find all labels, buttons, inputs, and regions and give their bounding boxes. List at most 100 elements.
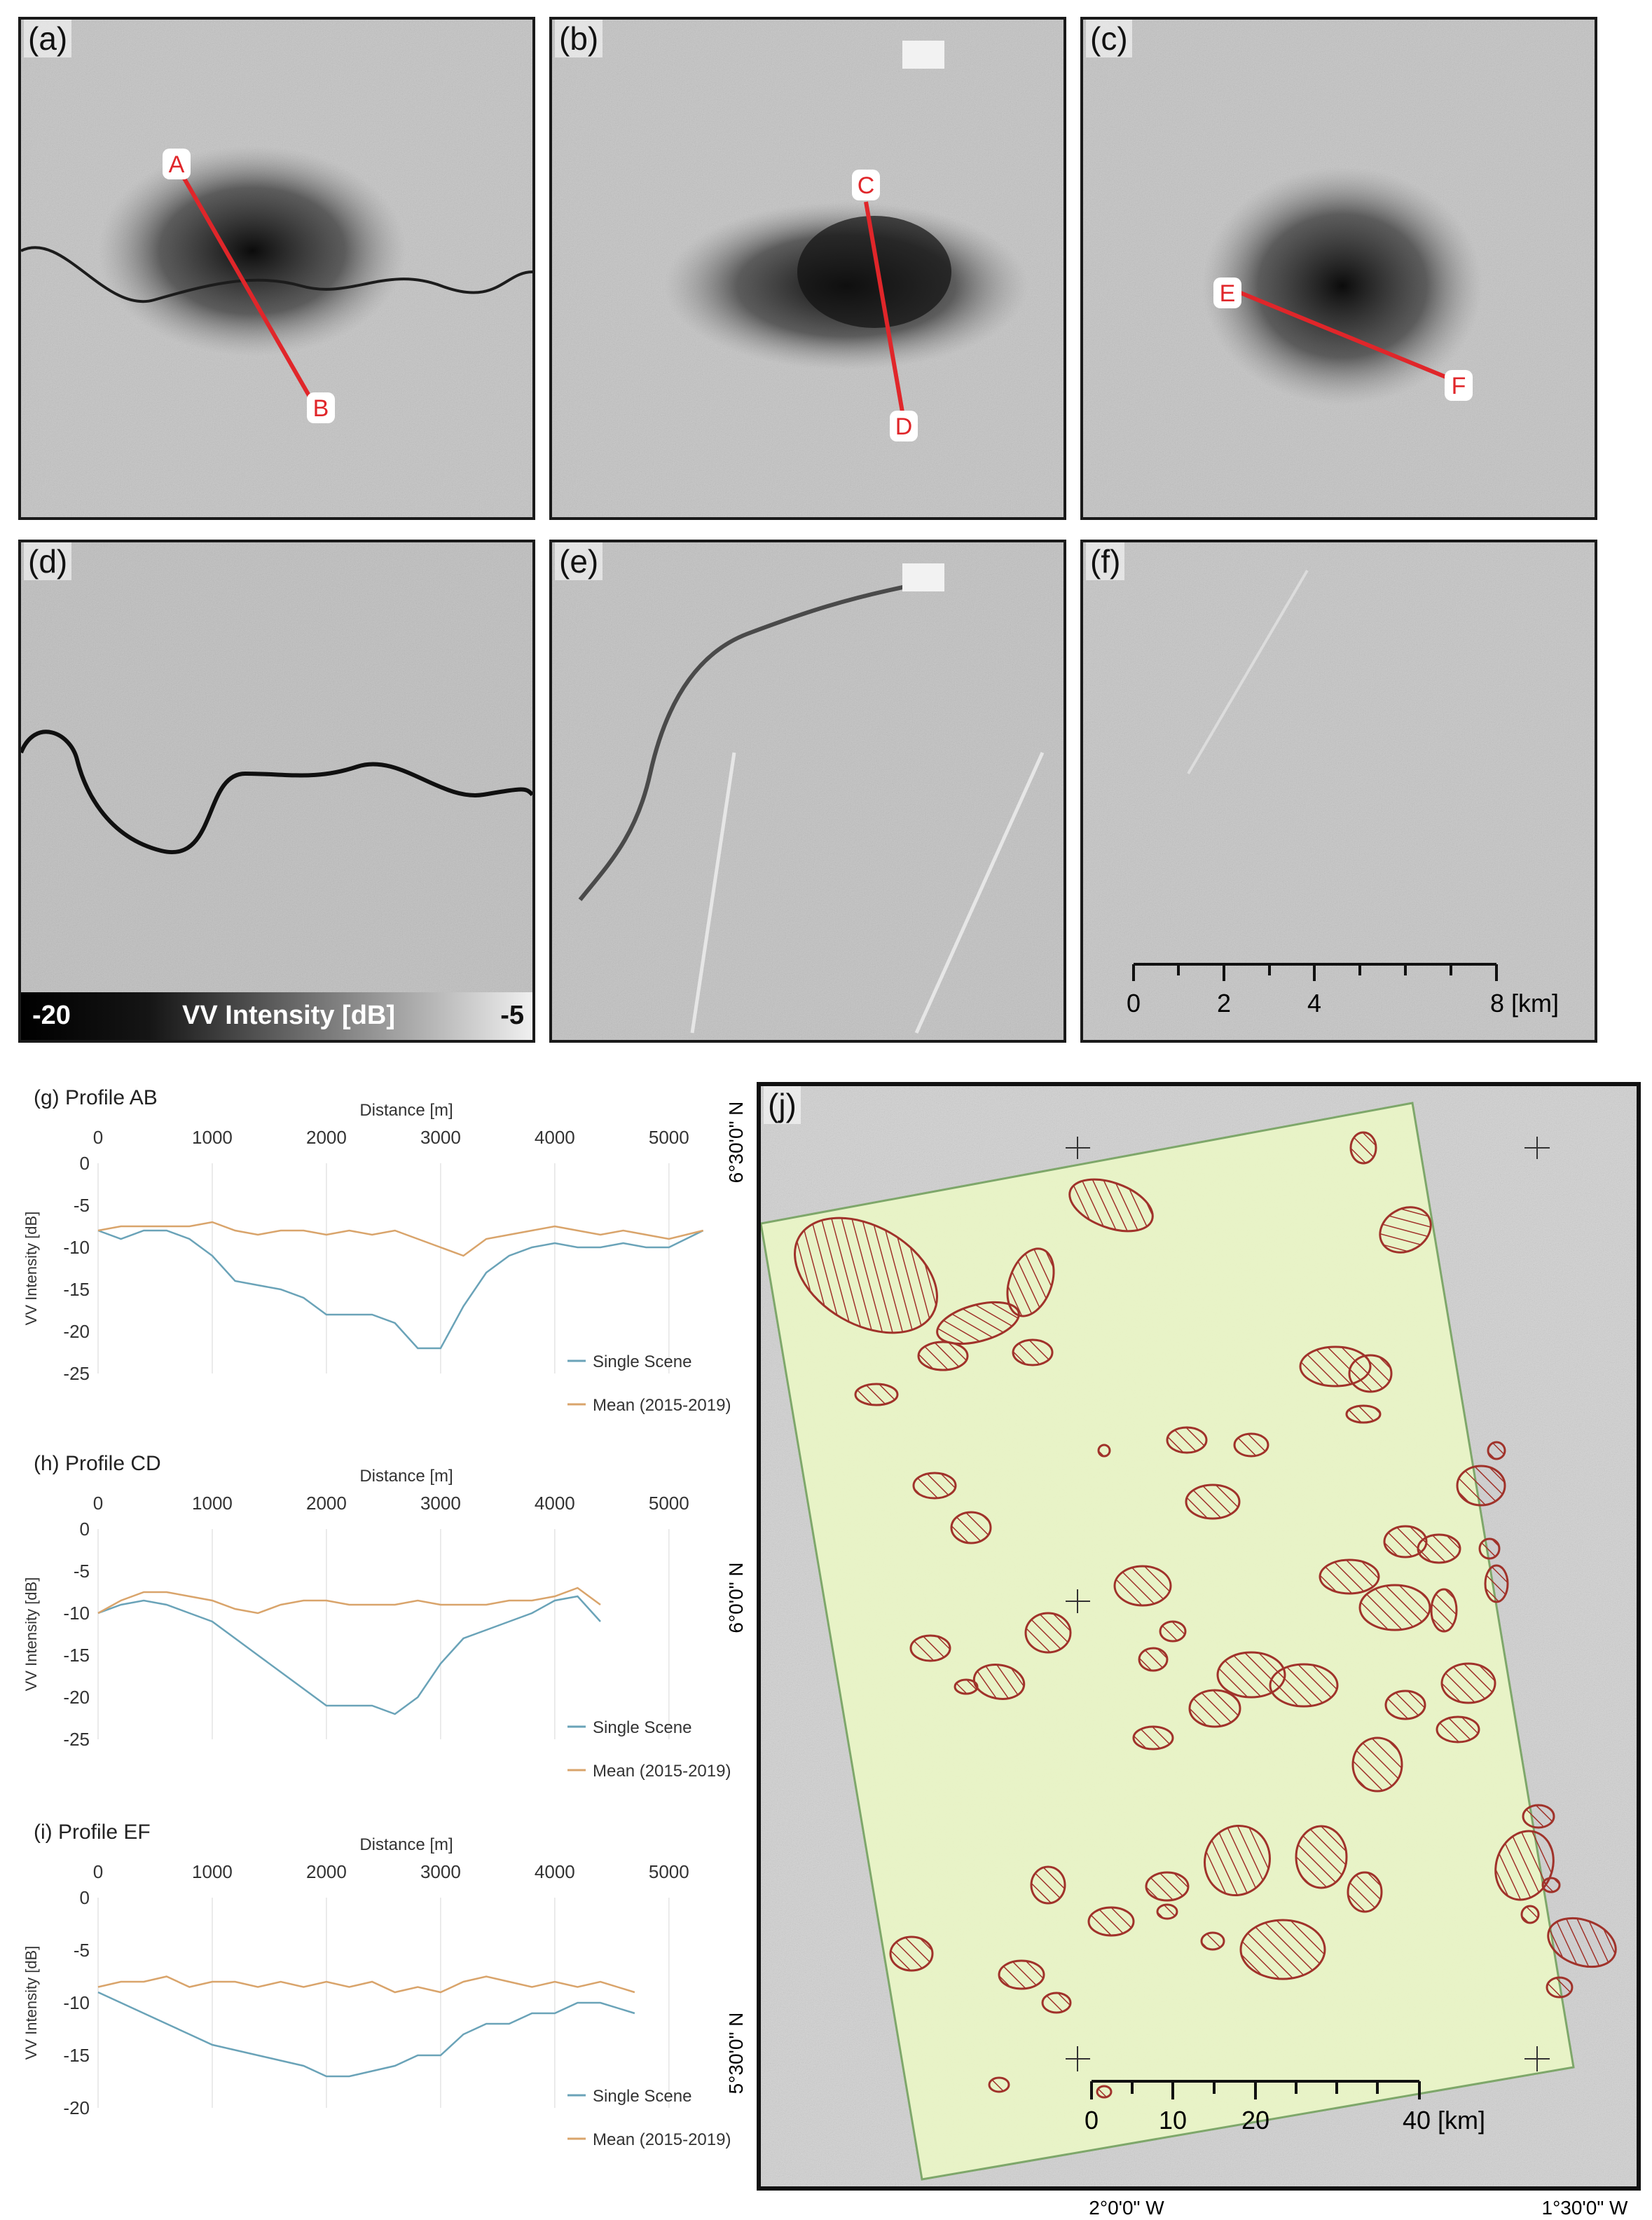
x-tick-label: 3000	[420, 1127, 461, 1148]
x-tick-label: 0	[93, 1127, 103, 1148]
y-tick-label: -15	[63, 1645, 90, 1666]
sar-image-f: 0 2 4 8 [km]	[1083, 542, 1595, 1040]
point-label-f: F	[1452, 373, 1466, 399]
chart-svg: Distance [m] 0 1000 2000 3000 4000 5000 0 -5 -10 -…	[22, 1835, 731, 2149]
panel-j: 0 10 20 40 [km] (j)	[757, 1082, 1641, 2191]
y-tick-label: -20	[63, 2097, 90, 2118]
point-label-c: C	[858, 172, 875, 199]
legend-label: Mean (2015-2019)	[593, 1762, 731, 1781]
legend-label: Mean (2015-2019)	[593, 1396, 731, 1415]
series-line	[97, 1975, 635, 1994]
x-tick-label: 1000	[192, 1127, 233, 1148]
panel-c: E F (c)	[1080, 17, 1597, 520]
chart-title: (i) Profile EF	[34, 1821, 151, 1844]
colorbar: -20 VV Intensity [dB] -5	[21, 992, 532, 1040]
y-tick-label: -5	[74, 1561, 90, 1582]
y-axis-label: VV Intensity [dB]	[22, 1577, 40, 1692]
scale-tick-8: 8 [km]	[1490, 989, 1559, 1018]
profile-chart-i: (i) Profile EF Distance [m] 0 1000 2000 3000…	[21, 1821, 736, 2150]
x-tick-label: 4000	[535, 1127, 575, 1148]
y-tick-label: -10	[63, 1237, 90, 1258]
colorbar-min: -20	[32, 1001, 71, 1030]
legend-label: Mean (2015-2019)	[593, 2130, 731, 2149]
y-tick-label: -25	[63, 1729, 90, 1750]
x-tick-label: 0	[93, 1493, 103, 1514]
y-tick-label: 0	[80, 1153, 90, 1174]
sar-image-e	[552, 542, 1064, 1040]
y-tick-label: -10	[63, 1992, 90, 2013]
legend-label: Single Scene	[593, 1718, 691, 1737]
y-tick-label: -20	[63, 1321, 90, 1342]
graticule-crosses	[1066, 1137, 1550, 2071]
lon-label: 2°0'0" W	[1089, 2197, 1164, 2219]
panel-label-e: (e)	[555, 542, 603, 580]
x-tick-label: 3000	[420, 1861, 461, 1882]
x-tick-label: 1000	[192, 1861, 233, 1882]
x-tick-label: 1000	[192, 1493, 233, 1514]
chart-title: (g) Profile AB	[34, 1086, 158, 1109]
x-axis-label: Distance [m]	[359, 1467, 453, 1486]
panel-label-c: (c)	[1086, 20, 1132, 57]
map-scale-tick: 10	[1159, 2106, 1187, 2135]
series-line	[97, 1587, 601, 1615]
map-scale-tick: 40 [km]	[1403, 2106, 1485, 2135]
profile-chart-g: (g) Profile AB Distance [m] 0 1000 2000 3000…	[21, 1086, 736, 1416]
panel-f: 0 2 4 8 [km] (f)	[1080, 540, 1597, 1043]
x-axis-label: Distance [m]	[359, 1835, 453, 1854]
x-tick-label: 4000	[535, 1493, 575, 1514]
colorbar-max: -5	[500, 1001, 524, 1030]
x-tick-label: 5000	[649, 1861, 689, 1882]
profile-chart-h: (h) Profile CD Distance [m] 0 1000 2000 3000…	[21, 1452, 736, 1781]
series-line	[97, 1991, 635, 2078]
point-label-e: E	[1220, 280, 1236, 307]
panel-e: (e)	[549, 540, 1066, 1043]
x-tick-label: 2000	[306, 1861, 347, 1882]
x-axis-label: Distance [m]	[359, 1101, 453, 1120]
x-tick-label: 0	[93, 1861, 103, 1882]
legend-label: Single Scene	[593, 2087, 691, 2106]
panel-label-a: (a)	[24, 20, 72, 57]
map-scale-tick: 0	[1085, 2106, 1099, 2135]
y-tick-label: -5	[74, 1195, 90, 1216]
sar-image-a: A B	[21, 20, 532, 517]
y-tick-label: -15	[63, 2045, 90, 2066]
y-tick-label: -25	[63, 1363, 90, 1384]
y-tick-label: -5	[74, 1940, 90, 1961]
y-axis-label: VV Intensity [dB]	[22, 1212, 40, 1326]
y-tick-label: 0	[80, 1887, 90, 1908]
x-tick-label: 2000	[306, 1493, 347, 1514]
scale-bar	[1132, 963, 1498, 981]
chart-title: (h) Profile CD	[34, 1452, 161, 1475]
panel-label-j: (j)	[764, 1086, 801, 1124]
map-scale-tick: 20	[1241, 2106, 1269, 2135]
lon-label: 1°30'0" W	[1542, 2197, 1629, 2219]
panel-label-d: (d)	[24, 542, 72, 580]
series-line	[97, 1229, 704, 1350]
y-tick-label: -15	[63, 1279, 90, 1300]
scale-tick-2: 2	[1217, 989, 1231, 1018]
sar-image-c: E F	[1083, 20, 1595, 517]
y-axis-label: VV Intensity [dB]	[22, 1946, 40, 2060]
panel-label-f: (f)	[1086, 542, 1125, 580]
chart-svg: Distance [m] 0 1000 2000 3000 4000 5000 0 -5 -10 -…	[22, 1467, 731, 1781]
chart-svg: Distance [m] 0 1000 2000 3000 4000 5000 0 -5 -10 -…	[22, 1101, 731, 1415]
x-tick-label: 4000	[535, 1861, 575, 1882]
map-scale-bar	[1090, 2080, 1421, 2099]
point-label-b: B	[313, 395, 329, 422]
y-tick-label: -20	[63, 1687, 90, 1708]
panel-label-b: (b)	[555, 20, 603, 57]
x-tick-label: 5000	[649, 1493, 689, 1514]
y-tick-label: -10	[63, 1603, 90, 1624]
point-label-a: A	[169, 151, 185, 178]
colorbar-title: VV Intensity [dB]	[182, 1001, 396, 1030]
legend-label: Single Scene	[593, 1352, 691, 1371]
scale-tick-0: 0	[1127, 989, 1141, 1018]
series-line	[97, 1595, 601, 1715]
x-tick-label: 2000	[306, 1127, 347, 1148]
point-label-d: D	[895, 413, 913, 440]
panel-d: (d) -20 VV Intensity [dB] -5	[18, 540, 535, 1043]
panel-a: A B (a)	[18, 17, 535, 520]
detected-anomalies	[794, 1131, 1617, 2099]
series-line	[97, 1221, 703, 1257]
sar-image-d	[21, 542, 532, 1040]
